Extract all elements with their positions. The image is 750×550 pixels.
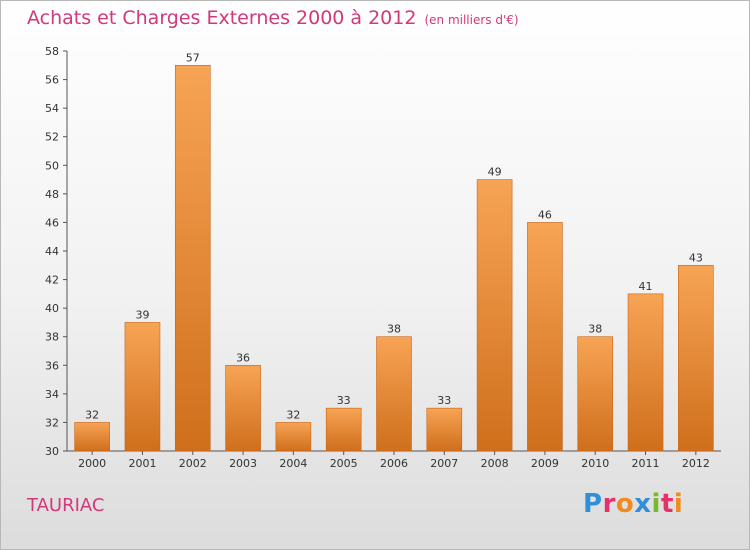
x-tick-label: 2010: [581, 457, 609, 470]
y-tick-label: 44: [45, 245, 59, 258]
bar: [275, 422, 312, 452]
bar: [678, 264, 714, 452]
bar: [225, 364, 261, 452]
bar-value-label: 32: [85, 408, 99, 421]
y-tick-label: 52: [45, 131, 59, 144]
bar: [527, 222, 563, 452]
y-tick-label: 40: [45, 302, 59, 315]
bar: [577, 336, 614, 452]
proxiti-logo: Proxiti: [583, 489, 683, 519]
x-tick-label: 2001: [128, 457, 156, 470]
bar: [124, 322, 161, 452]
commune-name: TAURIAC: [27, 495, 105, 516]
y-tick-label: 48: [45, 188, 59, 201]
bar-value-label: 38: [588, 323, 602, 336]
bar-value-label: 43: [689, 251, 703, 264]
bar-value-label: 39: [135, 308, 149, 321]
chart-title: Achats et Charges Externes 2000 à 2012 (e…: [27, 7, 519, 29]
y-tick-label: 38: [45, 331, 59, 344]
logo-letter: i: [651, 489, 661, 519]
bar: [325, 407, 362, 452]
x-tick-label: 2011: [632, 457, 660, 470]
bar: [74, 422, 110, 452]
bar: [426, 407, 463, 452]
bar: [627, 293, 664, 452]
logo-letter: o: [615, 489, 635, 519]
logo-letter: i: [673, 489, 684, 519]
y-tick-label: 54: [45, 102, 59, 115]
y-tick-label: 50: [45, 159, 59, 172]
x-tick-label: 2005: [330, 457, 358, 470]
bar-value-label: 32: [286, 408, 300, 421]
y-tick-label: 42: [45, 274, 59, 287]
x-tick-label: 2000: [78, 457, 106, 470]
bar-value-label: 46: [538, 208, 552, 221]
bar-value-label: 49: [488, 166, 502, 179]
y-tick-label: 46: [45, 216, 59, 229]
x-tick-label: 2002: [179, 457, 207, 470]
bar-value-label: 33: [337, 394, 351, 407]
logo-letter: P: [583, 489, 603, 519]
logo-letter: x: [634, 489, 652, 519]
x-tick-label: 2009: [531, 457, 559, 470]
x-tick-label: 2012: [682, 457, 710, 470]
x-tick-label: 2007: [430, 457, 458, 470]
bar-value-label: 33: [437, 394, 451, 407]
y-axis: 30 32 34 36 38 40 42 44 46 48 50 52 54 56 58: [45, 45, 68, 458]
chart-subtitle: (en milliers d'€): [424, 13, 519, 27]
bar: [476, 179, 513, 452]
x-tick-label: 2008: [481, 457, 509, 470]
bar-value-label: 36: [236, 351, 250, 364]
y-tick-label: 58: [45, 45, 59, 58]
bar-value-label: 41: [639, 280, 653, 293]
y-tick-label: 32: [45, 416, 59, 429]
x-tick-label: 2004: [279, 457, 307, 470]
bars: 32 39 57 36 32 33 38 33 49 46 38 41 43: [74, 51, 714, 452]
x-axis: 2000 2001 2002 2003 2004 2005 2006 2007 2008 2009…: [67, 450, 721, 470]
bar: [174, 64, 211, 452]
bar-value-label: 57: [186, 51, 200, 64]
x-tick-label: 2006: [380, 457, 408, 470]
bar: [376, 336, 412, 452]
bar-value-label: 38: [387, 323, 401, 336]
logo-letter: r: [602, 489, 616, 519]
y-tick-label: 30: [45, 445, 59, 458]
y-tick-label: 34: [45, 388, 59, 401]
x-tick-label: 2003: [229, 457, 257, 470]
chart-title-text: Achats et Charges Externes 2000 à 2012: [27, 7, 417, 29]
logo-letter: t: [660, 489, 674, 519]
y-tick-label: 36: [45, 359, 59, 372]
y-tick-label: 56: [45, 74, 59, 87]
